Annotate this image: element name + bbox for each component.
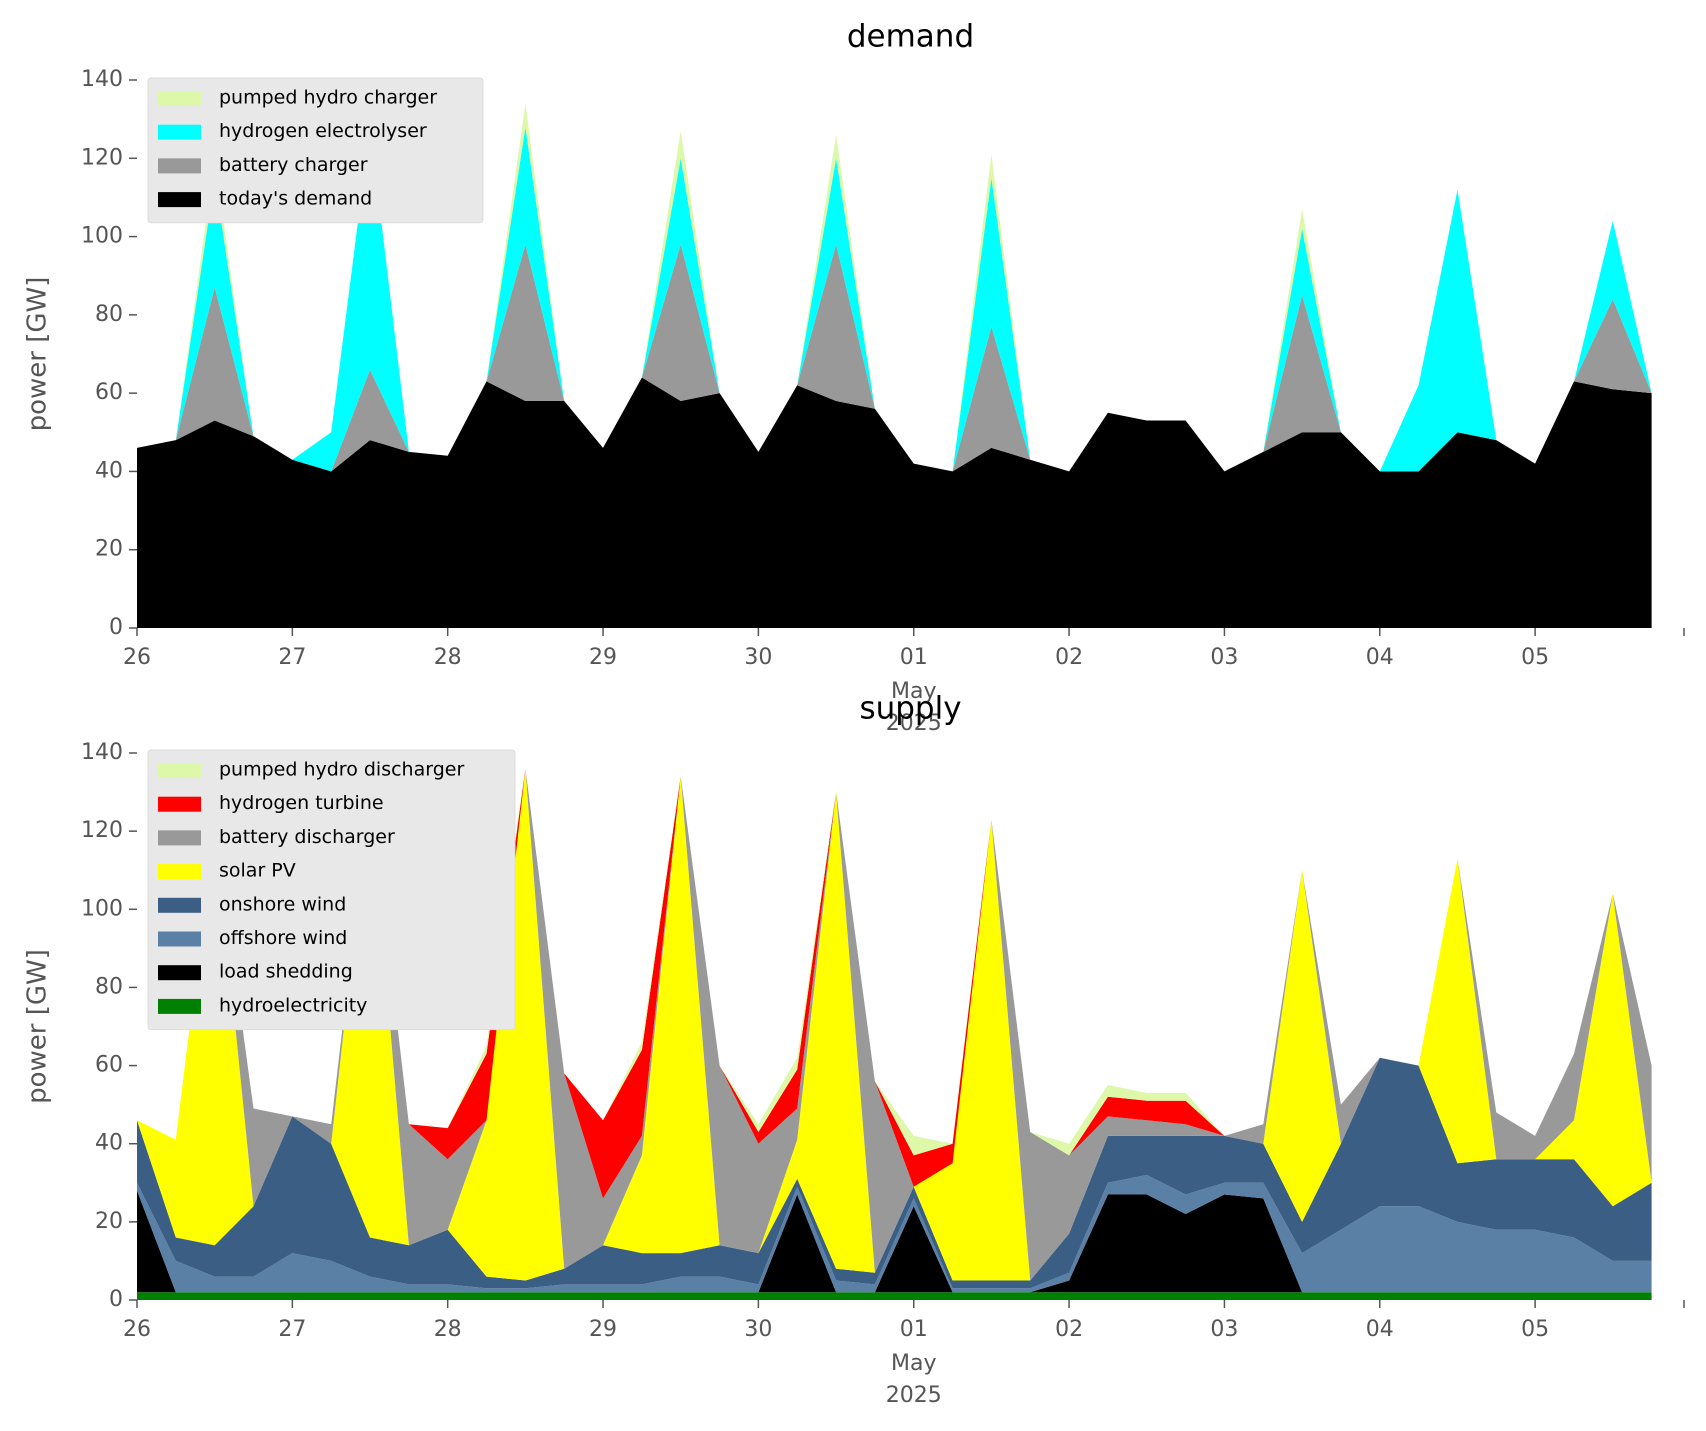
legend-swatch	[158, 796, 201, 812]
x-tick-label: 27	[278, 645, 306, 670]
x-tick-label: 03	[1210, 1317, 1238, 1342]
y-tick-label: 40	[95, 458, 123, 483]
legend-swatch	[158, 965, 201, 981]
area	[137, 377, 1652, 628]
x-tick-label: 26	[123, 1317, 151, 1342]
legend-box	[147, 749, 516, 1031]
x-sub-label: 2025	[886, 1383, 942, 1408]
area	[137, 1057, 1652, 1289]
legend-label: solar PV	[219, 860, 296, 882]
legend-swatch	[158, 897, 201, 913]
y-tick-label: 120	[81, 818, 123, 843]
legend-label: battery discharger	[219, 826, 395, 848]
area	[137, 244, 1652, 472]
legend-swatch	[158, 91, 201, 106]
chart-title: demand	[847, 19, 974, 55]
y-tick-label: 20	[95, 537, 123, 562]
legend-swatch	[158, 158, 201, 174]
legend-label: battery charger	[219, 154, 368, 176]
area	[137, 1175, 1652, 1293]
x-tick-label: 01	[900, 1317, 928, 1342]
area	[137, 1292, 1652, 1300]
legend-swatch	[158, 763, 201, 778]
area	[137, 1190, 1652, 1293]
legend-label: pumped hydro discharger	[219, 759, 464, 781]
x-tick-label: 28	[434, 645, 462, 670]
y-tick-label: 0	[109, 1287, 123, 1312]
y-axis-label: power [GW]	[23, 277, 53, 432]
x-tick-label: 05	[1521, 645, 1549, 670]
y-tick-label: 120	[81, 145, 123, 170]
y-tick-label: 80	[95, 302, 123, 327]
x-tick-label: 02	[1055, 645, 1083, 670]
chart-title: supply	[859, 691, 961, 727]
x-tick-label: 05	[1521, 1317, 1549, 1342]
x-sub-label: May	[891, 679, 936, 704]
legend-label: pumped hydro charger	[219, 87, 437, 109]
x-sub-label: 2025	[886, 711, 942, 736]
x-tick-label: 01	[900, 645, 928, 670]
legend-swatch	[158, 192, 201, 208]
x-sub-label: May	[891, 1351, 936, 1376]
x-tick-label: 30	[744, 1317, 772, 1342]
legend-label: onshore wind	[219, 893, 346, 915]
x-tick-label: 30	[744, 645, 772, 670]
legend-box	[147, 77, 484, 224]
y-tick-label: 40	[95, 1131, 123, 1156]
legend-swatch	[158, 864, 201, 880]
legend-label: hydroelectricity	[219, 994, 367, 1016]
legend-label: offshore wind	[219, 927, 347, 949]
area	[137, 768, 1652, 1281]
x-tick-label: 02	[1055, 1317, 1083, 1342]
x-tick-label: 26	[123, 645, 151, 670]
y-axis-label: power [GW]	[23, 949, 53, 1104]
y-tick-label: 60	[95, 380, 123, 405]
x-tick-label: 04	[1366, 1317, 1394, 1342]
y-tick-label: 100	[81, 896, 123, 921]
legend-swatch	[158, 830, 201, 846]
legend-label: hydrogen turbine	[219, 792, 384, 814]
legend-swatch	[158, 931, 201, 947]
legend-swatch	[158, 998, 201, 1014]
legend-label: today's demand	[219, 188, 372, 210]
legend-swatch	[158, 124, 201, 140]
x-tick-label: 03	[1210, 645, 1238, 670]
y-tick-label: 80	[95, 974, 123, 999]
area	[137, 127, 1652, 472]
x-tick-label: 04	[1366, 645, 1394, 670]
y-tick-label: 0	[109, 615, 123, 640]
y-tick-label: 140	[81, 67, 123, 92]
legend-label: load shedding	[219, 961, 353, 983]
y-tick-label: 140	[81, 740, 123, 765]
y-tick-label: 20	[95, 1209, 123, 1234]
y-tick-label: 60	[95, 1053, 123, 1078]
area	[137, 768, 1652, 1281]
x-tick-label: 29	[589, 645, 617, 670]
legend-label: hydrogen electrolyser	[219, 120, 427, 142]
y-tick-label: 100	[81, 224, 123, 249]
x-tick-label: 29	[589, 1317, 617, 1342]
x-tick-label: 28	[434, 1317, 462, 1342]
x-tick-label: 27	[278, 1317, 306, 1342]
